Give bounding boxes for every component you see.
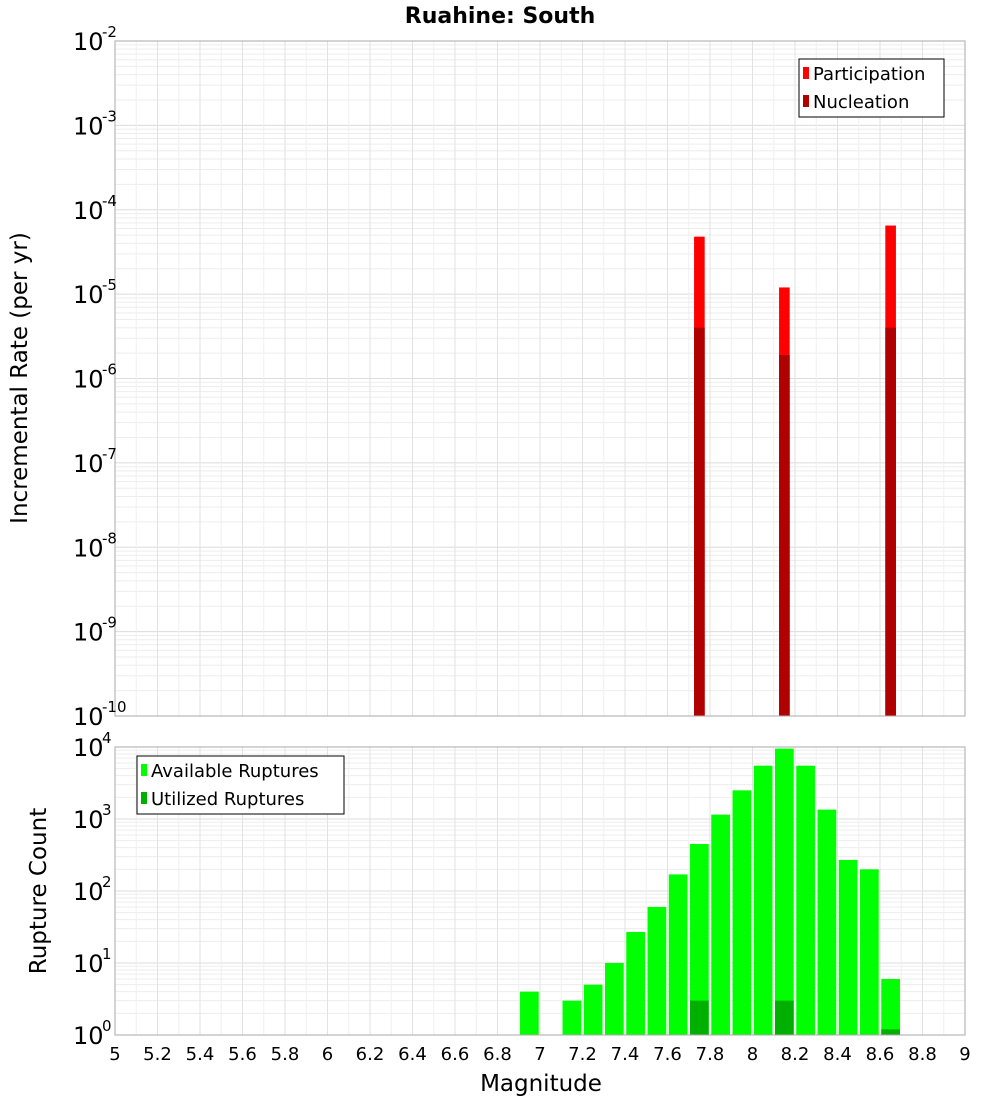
bar-available-ruptures xyxy=(626,931,645,1035)
y-tick-exponent: -4 xyxy=(102,192,117,210)
x-tick-label: 5 xyxy=(109,1044,120,1065)
y-tick-label: 10 xyxy=(73,28,104,56)
legend-label-available-ruptures: Available Ruptures xyxy=(151,761,319,782)
y-tick-label: 10 xyxy=(73,619,104,647)
bar-available-ruptures xyxy=(647,906,667,1035)
legend-swatch-participation xyxy=(803,67,809,79)
x-tick-label: 8 xyxy=(747,1044,758,1065)
bottom-y-axis-label: Rupture Count xyxy=(26,808,52,974)
x-tick-label: 8.2 xyxy=(781,1044,810,1065)
bar-available-ruptures xyxy=(605,963,624,1035)
bar-available-ruptures xyxy=(860,869,879,1035)
y-tick-label: 10 xyxy=(73,197,104,225)
y-tick-exponent: 0 xyxy=(102,1017,112,1035)
bar-available-ruptures xyxy=(796,765,815,1035)
y-tick-exponent: 3 xyxy=(102,801,112,819)
y-tick-label: 10 xyxy=(73,806,104,834)
y-tick-label: 10 xyxy=(73,534,104,562)
y-tick-exponent: -8 xyxy=(102,529,117,547)
bar-nucleation xyxy=(885,327,896,716)
x-tick-label: 7.2 xyxy=(568,1044,597,1065)
x-axis-label: Magnitude xyxy=(480,1071,602,1097)
legend-swatch-available-ruptures xyxy=(141,764,147,776)
legend-label-utilized-ruptures: Utilized Ruptures xyxy=(151,789,304,810)
y-tick-label: 10 xyxy=(73,703,104,731)
x-tick-label: 9 xyxy=(959,1044,970,1065)
y-tick-label: 10 xyxy=(73,950,104,978)
y-tick-label: 10 xyxy=(73,281,104,309)
y-tick-exponent: 2 xyxy=(102,873,112,891)
legend-box xyxy=(136,755,345,815)
bar-available-ruptures xyxy=(732,790,752,1035)
bar-available-ruptures xyxy=(711,814,730,1035)
bar-available-ruptures xyxy=(753,765,773,1035)
legend-swatch-utilized-ruptures xyxy=(141,792,147,804)
legend-label-participation: Participation xyxy=(813,64,925,85)
y-tick-exponent: -6 xyxy=(102,361,117,379)
x-tick-label: 6.8 xyxy=(483,1044,512,1065)
y-tick-label: 10 xyxy=(73,112,104,140)
bar-available-ruptures xyxy=(668,874,688,1035)
y-tick-exponent: 1 xyxy=(102,945,112,963)
bar-available-ruptures xyxy=(838,859,858,1035)
x-tick-label: 6.6 xyxy=(441,1044,470,1065)
x-tick-label: 8.6 xyxy=(866,1044,895,1065)
x-tick-label: 5.6 xyxy=(228,1044,257,1065)
plot-frame xyxy=(114,746,966,1036)
y-tick-label: 10 xyxy=(73,1022,104,1050)
bar-nucleation xyxy=(694,327,705,716)
y-tick-exponent: -7 xyxy=(102,445,117,463)
x-tick-label: 7 xyxy=(534,1044,545,1065)
bar-available-ruptures xyxy=(817,809,837,1035)
top-y-axis-label: Incremental Rate (per yr) xyxy=(7,232,33,524)
x-tick-label: 7.6 xyxy=(653,1044,682,1065)
y-tick-exponent: -3 xyxy=(102,107,117,125)
bar-available-ruptures xyxy=(562,1000,582,1035)
plot-layer: 10-1010-910-810-710-610-510-410-310-2Par… xyxy=(73,23,971,1065)
bar-available-ruptures xyxy=(583,984,603,1035)
y-tick-exponent: -10 xyxy=(102,698,127,716)
bar-available-ruptures xyxy=(881,978,900,1035)
plot-frame xyxy=(114,40,966,717)
chart-title: Ruahine: South xyxy=(405,4,596,29)
y-tick-label: 10 xyxy=(73,878,104,906)
legend-swatch-nucleation xyxy=(803,95,809,107)
bar-available-ruptures xyxy=(520,991,539,1035)
x-tick-label: 8.4 xyxy=(823,1044,852,1065)
x-tick-label: 5.8 xyxy=(271,1044,300,1065)
bar-utilized-ruptures xyxy=(690,1000,709,1035)
bar-available-ruptures xyxy=(775,748,794,1035)
legend-box xyxy=(798,58,945,118)
x-tick-label: 6.2 xyxy=(356,1044,385,1065)
bar-utilized-ruptures xyxy=(881,1029,900,1035)
bar-utilized-ruptures xyxy=(775,1000,794,1035)
y-tick-exponent: -5 xyxy=(102,276,117,294)
y-tick-label: 10 xyxy=(73,734,104,762)
bar-available-ruptures xyxy=(690,843,709,1035)
x-tick-label: 7.4 xyxy=(611,1044,640,1065)
x-tick-label: 5.4 xyxy=(186,1044,215,1065)
x-tick-label: 7.8 xyxy=(696,1044,725,1065)
y-tick-exponent: -2 xyxy=(102,23,117,41)
x-tick-label: 5.2 xyxy=(143,1044,172,1065)
x-tick-label: 6.4 xyxy=(398,1044,427,1065)
y-tick-label: 10 xyxy=(73,450,104,478)
x-tick-label: 6 xyxy=(322,1044,333,1065)
legend-label-nucleation: Nucleation xyxy=(813,92,909,113)
y-tick-exponent: -9 xyxy=(102,614,117,632)
bar-nucleation xyxy=(779,354,790,716)
x-tick-label: 8.8 xyxy=(908,1044,937,1065)
y-tick-exponent: 4 xyxy=(102,729,112,747)
y-tick-label: 10 xyxy=(73,366,104,394)
